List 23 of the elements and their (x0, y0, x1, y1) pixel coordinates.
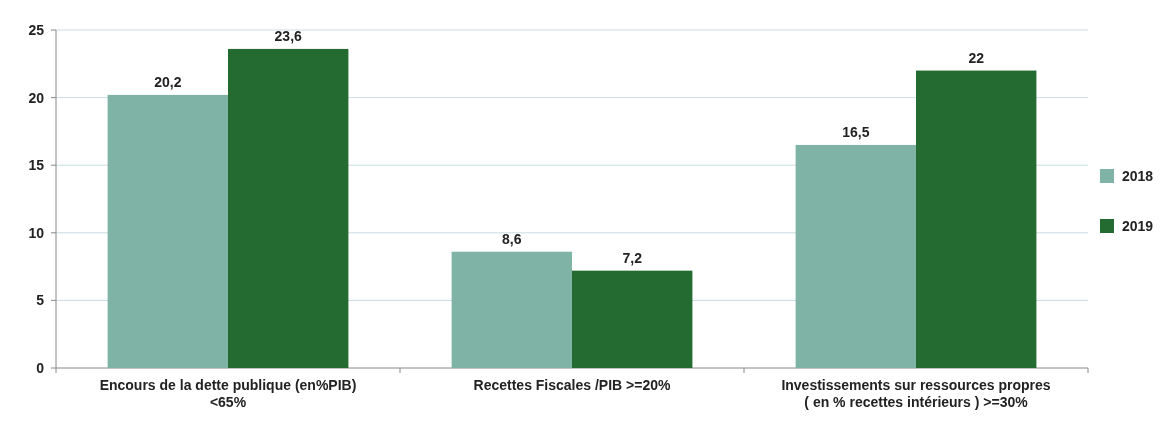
x-tick-label: Encours de la dette publique (en%PIB) <65% (99, 377, 357, 410)
y-tick-label: 0 (36, 359, 45, 376)
y-tick-label: 20 (28, 89, 45, 106)
bar (228, 48, 349, 368)
x-tick-label: Recettes Fiscales /PIB >=20% (473, 377, 671, 393)
legend-label: 2018 (1122, 168, 1154, 184)
y-tick-label: 25 (28, 21, 45, 38)
data-label: 16,5 (842, 123, 870, 140)
data-label: 23,6 (274, 27, 303, 44)
bar (795, 144, 916, 368)
data-label: 22 (968, 49, 985, 66)
y-tick-label: 5 (36, 292, 45, 309)
data-label: 8,6 (502, 230, 522, 247)
bar (916, 70, 1037, 368)
bar (572, 270, 693, 368)
legend-label: 2019 (1122, 218, 1154, 234)
y-tick-label: 15 (28, 157, 45, 174)
y-tick-label: 10 (28, 224, 45, 241)
data-label: 7,2 (622, 249, 643, 266)
x-tick-label: Investissements sur ressources propres ( en % recettes intérieurs ) >=30% (781, 377, 1051, 410)
bar (451, 251, 572, 368)
data-label: 20,2 (154, 73, 182, 90)
bar (107, 94, 228, 368)
